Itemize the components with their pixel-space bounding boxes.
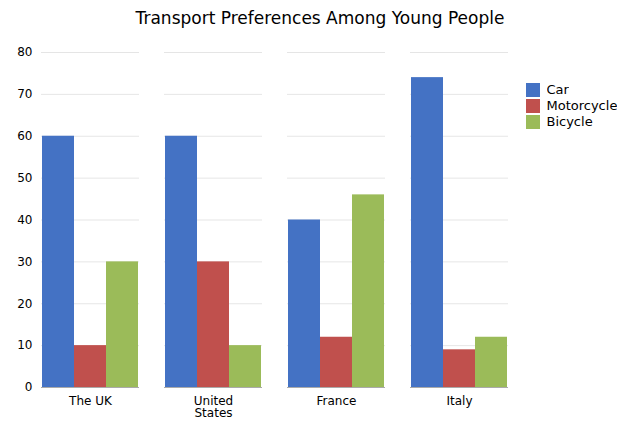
svg-text:30: 30 bbox=[17, 255, 32, 269]
html-text:Bicycle: Bicycle bbox=[546, 114, 593, 129]
svg-text:The UK: The UK bbox=[68, 394, 113, 408]
svg-text:60: 60 bbox=[17, 129, 32, 143]
svg-text:50: 50 bbox=[17, 171, 32, 185]
svg-text:80: 80 bbox=[17, 45, 32, 59]
svg-text:40: 40 bbox=[17, 213, 32, 227]
svg-text:70: 70 bbox=[17, 87, 32, 101]
svg-text:France: France bbox=[317, 394, 357, 408]
svg-text:20: 20 bbox=[17, 297, 32, 311]
svg-text:0: 0 bbox=[25, 380, 33, 394]
html-text:Motorcycle: Motorcycle bbox=[546, 98, 618, 113]
html-text:Car: Car bbox=[546, 82, 569, 97]
svg-text:UnitedStates: UnitedStates bbox=[194, 394, 233, 420]
svg-text:Italy: Italy bbox=[446, 394, 472, 408]
svg-text:10: 10 bbox=[17, 338, 32, 352]
html-text:Transport Preferences Among Yo: Transport Preferences Among Young People bbox=[135, 8, 505, 28]
